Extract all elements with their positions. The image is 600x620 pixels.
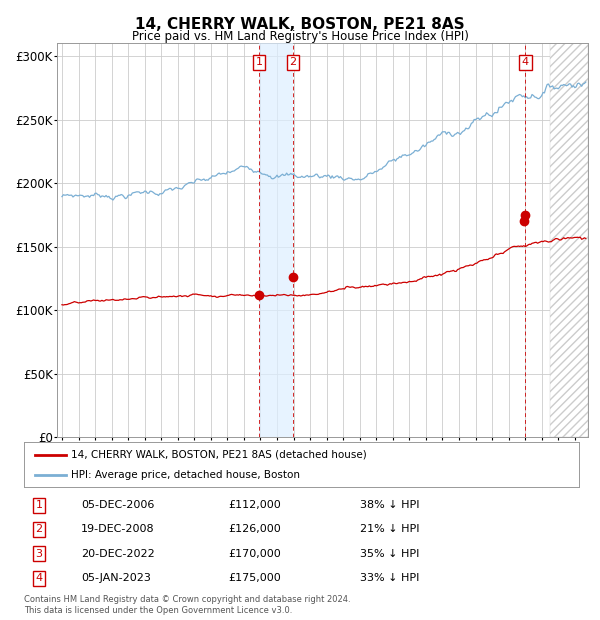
Text: 2: 2 xyxy=(35,525,43,534)
Text: HPI: Average price, detached house, Boston: HPI: Average price, detached house, Bost… xyxy=(71,470,300,480)
Bar xyxy=(259,43,293,437)
Text: 21% ↓ HPI: 21% ↓ HPI xyxy=(360,525,419,534)
Text: 33% ↓ HPI: 33% ↓ HPI xyxy=(360,573,419,583)
Text: £175,000: £175,000 xyxy=(228,573,281,583)
Text: 14, CHERRY WALK, BOSTON, PE21 8AS: 14, CHERRY WALK, BOSTON, PE21 8AS xyxy=(135,17,465,32)
Bar xyxy=(550,43,588,437)
Text: 35% ↓ HPI: 35% ↓ HPI xyxy=(360,549,419,559)
Text: 14, CHERRY WALK, BOSTON, PE21 8AS (detached house): 14, CHERRY WALK, BOSTON, PE21 8AS (detac… xyxy=(71,450,367,459)
Text: Contains HM Land Registry data © Crown copyright and database right 2024.
This d: Contains HM Land Registry data © Crown c… xyxy=(24,595,350,614)
Bar xyxy=(550,43,588,437)
Text: £170,000: £170,000 xyxy=(228,549,281,559)
Text: Price paid vs. HM Land Registry's House Price Index (HPI): Price paid vs. HM Land Registry's House … xyxy=(131,30,469,43)
Text: 05-DEC-2006: 05-DEC-2006 xyxy=(81,500,154,510)
Text: 4: 4 xyxy=(35,573,43,583)
Text: 38% ↓ HPI: 38% ↓ HPI xyxy=(360,500,419,510)
Text: £112,000: £112,000 xyxy=(228,500,281,510)
Text: 1: 1 xyxy=(256,58,263,68)
Text: 1: 1 xyxy=(35,500,43,510)
Text: 4: 4 xyxy=(522,58,529,68)
Text: 2: 2 xyxy=(289,58,296,68)
Text: 3: 3 xyxy=(35,549,43,559)
Text: 19-DEC-2008: 19-DEC-2008 xyxy=(81,525,155,534)
Text: 05-JAN-2023: 05-JAN-2023 xyxy=(81,573,151,583)
Text: £126,000: £126,000 xyxy=(228,525,281,534)
Text: 20-DEC-2022: 20-DEC-2022 xyxy=(81,549,155,559)
